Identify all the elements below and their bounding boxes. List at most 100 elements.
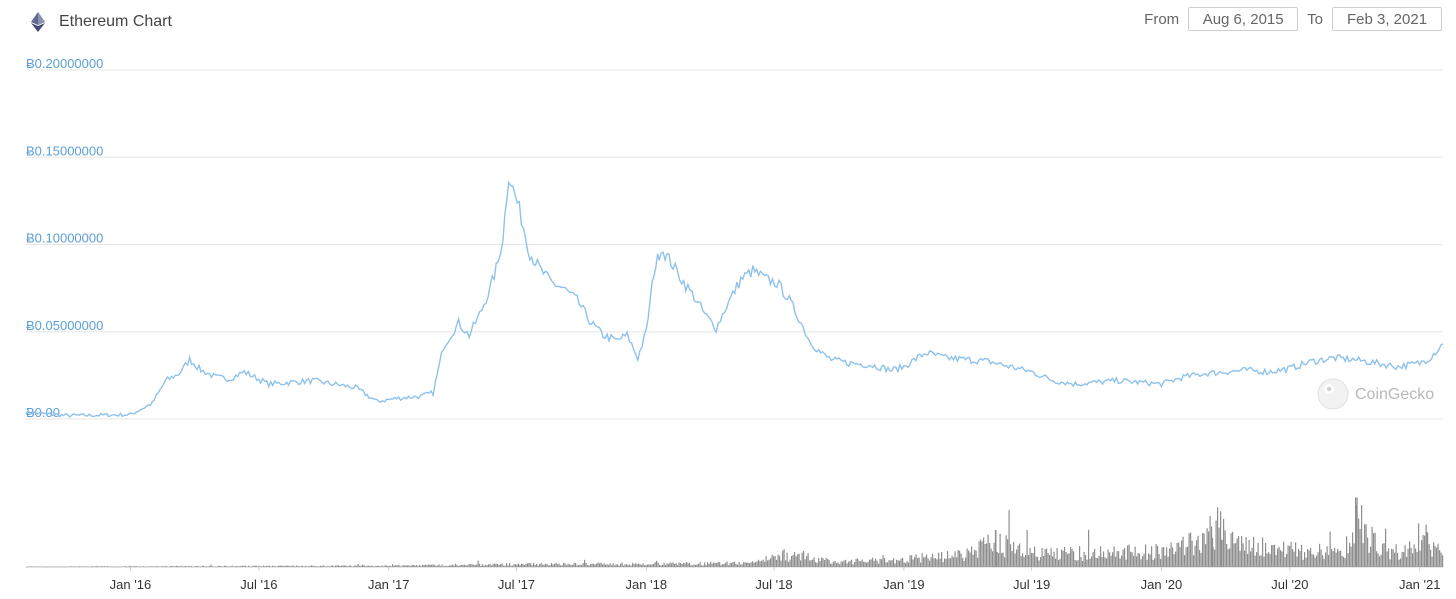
x-tick-label: Jul '20 [1271,577,1308,592]
volume-bar [122,566,124,567]
volume-bar [1044,549,1046,567]
volume-bar [891,560,893,567]
volume-bar [695,565,697,567]
volume-bar [873,560,875,567]
volume-bar [734,561,736,567]
volume-bar [473,564,475,567]
volume-bar [1158,554,1160,567]
volume-bar [785,560,787,567]
volume-bar [285,565,287,567]
volume-bar [1149,554,1151,567]
volume-bar [1304,552,1306,567]
volume-bar [723,563,725,567]
volume-bar [986,543,988,567]
volume-bar [254,565,256,567]
volume-bar [146,566,148,567]
volume-bar [1331,548,1333,567]
volume-bar [77,566,79,568]
volume-bar [272,565,274,567]
volume-bar [477,560,479,567]
volume-bar [1043,555,1045,567]
volume-bar [741,564,743,567]
volume-bar [1200,553,1202,567]
volume-bar [453,565,455,567]
volume-bar [1025,554,1027,567]
volume-bar [1308,550,1310,567]
volume-bar [908,562,910,567]
volume-bar [552,564,554,567]
volume-bar [957,550,959,567]
volume-bar [1287,545,1289,567]
volume-bar [1145,544,1147,567]
volume-bar [168,566,170,568]
volume-bar [1191,540,1193,567]
volume-bar [1125,559,1127,567]
volume-bar [165,566,167,567]
volume-bar [1227,549,1229,567]
volume-bar [1046,548,1048,567]
volume-bar [1406,556,1408,567]
volume-bar [759,561,761,567]
volume-bar [738,562,740,567]
volume-bar [543,564,545,567]
volume-bar [1079,546,1081,567]
volume-bar [1316,555,1318,567]
volume-bar [1178,542,1180,567]
volume-bar [1172,547,1174,567]
volume-bar [372,566,374,567]
volume-bar [201,565,203,567]
volume-bar [332,565,334,567]
volume-bar [1370,546,1372,567]
volume-bar [152,566,154,567]
volume-bar [813,557,815,567]
volume-bar [107,566,109,567]
volume-bar [770,558,772,567]
volume-bar [890,560,892,567]
volume-bar [1206,528,1208,567]
volume-bar [879,558,881,567]
volume-bar [446,566,448,567]
volume-bar [1167,556,1169,567]
to-date-input[interactable] [1332,7,1442,31]
volume-bar [699,562,701,567]
volume-bar [867,562,869,567]
volume-bar [159,566,161,567]
volume-bar [420,566,422,567]
volume-bar [479,563,481,567]
volume-bar [78,566,80,567]
volume-bar [1164,555,1166,567]
volume-bar [1095,557,1097,567]
volume-bar [1413,544,1415,567]
volume-bar [252,565,254,567]
volume-bar [1245,537,1247,567]
volume-bar [1442,555,1444,567]
volume-bar [512,565,514,567]
volume-bar [260,566,262,567]
volume-bar [380,566,382,567]
volume-bar [590,563,592,567]
volume-bar [974,549,976,567]
volume-spike [1220,539,1223,567]
volume-bar [1038,560,1040,567]
volume-bar [840,561,842,567]
volume-bar [75,566,77,568]
volume-bar [1347,553,1349,567]
volume-bar [476,564,478,567]
volume-bar [1322,555,1324,567]
volume-bar [1017,545,1019,567]
volume-bar [137,566,139,567]
volume-bar [221,566,223,567]
volume-bar [1401,551,1403,567]
volume-bar [174,566,176,567]
from-date-input[interactable] [1188,7,1299,31]
volume-bar [449,565,451,567]
volume-bar [198,566,200,567]
volume-bar [809,560,811,567]
volume-bar [333,566,335,567]
volume-bar [1188,533,1190,567]
volume-bar [1082,561,1084,567]
volume-bar [62,566,64,568]
volume-bar [675,563,677,567]
volume-bar [635,563,637,567]
